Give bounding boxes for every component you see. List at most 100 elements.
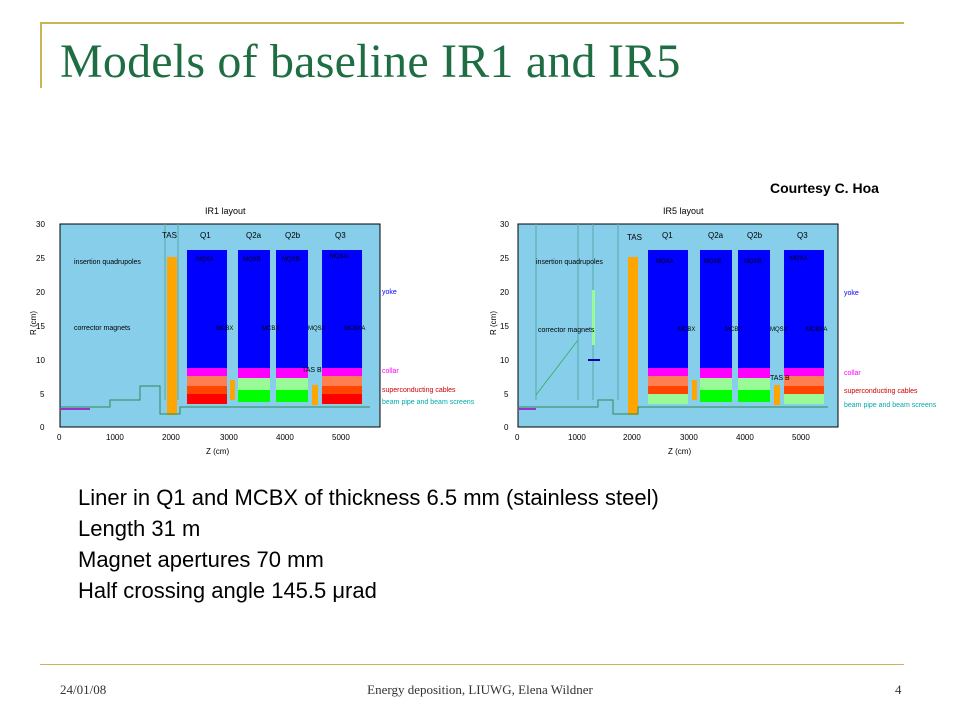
beam-pipe-line xyxy=(60,385,370,415)
q1-collar xyxy=(648,368,688,376)
label-q1: Q1 xyxy=(200,231,211,240)
corrector-line xyxy=(535,339,579,396)
x-tick: 4000 xyxy=(736,433,754,442)
label-mcbx: MCBX xyxy=(725,327,742,333)
y-tick: 30 xyxy=(36,220,45,229)
label-q3: Q3 xyxy=(335,231,346,240)
label-q2a: Q2a xyxy=(708,231,724,240)
label-tas-b: TAS B xyxy=(302,367,322,374)
corrector-bar xyxy=(592,290,595,345)
q2b-beam xyxy=(276,390,308,402)
y-axis-label: R (cm) xyxy=(489,311,498,335)
x-tick: 5000 xyxy=(792,433,810,442)
diagram-title: IR5 layout xyxy=(663,206,704,216)
y-tick: 0 xyxy=(504,423,509,432)
ir1-plot: IR1 layout TAS Q1 Q2a Q2b Q3 MQXA MQXB M… xyxy=(29,206,475,456)
ir1-layout-svg: IR1 layout TAS Q1 Q2a Q2b Q3 MQXA MQXB M… xyxy=(29,206,475,456)
bullet-list: Liner in Q1 and MCBX of thickness 6.5 mm… xyxy=(78,482,659,606)
label-mqxa: MQXA xyxy=(196,257,214,263)
q2a-collar xyxy=(700,368,732,378)
spacer-block xyxy=(230,380,235,400)
bullet-liner: Liner in Q1 and MCBX of thickness 6.5 mm… xyxy=(78,485,659,510)
legend-collar: collar xyxy=(844,370,861,377)
y-tick: 15 xyxy=(500,322,509,331)
x-tick: 5000 xyxy=(332,433,350,442)
y-axis-label: R (cm) xyxy=(30,311,38,335)
footer-page-number: 4 xyxy=(895,682,902,697)
q3-collar xyxy=(322,368,362,376)
y-tick: 0 xyxy=(40,423,45,432)
label-corrector-magnets: corrector magnets xyxy=(74,325,131,332)
y-tick: 5 xyxy=(504,390,509,399)
q3-beam xyxy=(784,394,824,404)
label-q2b: Q2b xyxy=(747,231,763,240)
label-q1: Q1 xyxy=(662,231,673,240)
bullet-crossing-angle: Half crossing angle 145.5 μrad xyxy=(78,578,377,603)
y-tick: 5 xyxy=(40,390,45,399)
label-mqxb: MQXB xyxy=(744,259,762,265)
q2a-beam xyxy=(238,390,270,402)
q2a-cables xyxy=(700,378,732,390)
label-insertion-quadrupoles: insertion quadrupoles xyxy=(536,259,603,266)
diagram-title: IR1 layout xyxy=(205,206,246,216)
q1-collar xyxy=(187,368,227,376)
label-mqxb: MQXB xyxy=(282,257,300,263)
label-mcbx: MCBX xyxy=(216,326,233,332)
bullet-length: Length 31 m xyxy=(78,516,201,541)
q3-inner xyxy=(322,394,362,404)
y-tick: 10 xyxy=(500,356,509,365)
legend-yoke: yoke xyxy=(844,290,859,297)
q2a-collar xyxy=(238,368,270,378)
footer-divider xyxy=(40,664,904,665)
x-tick: 0 xyxy=(515,433,520,442)
label-tas: TAS xyxy=(627,233,642,242)
x-tick: 4000 xyxy=(276,433,294,442)
tas-block xyxy=(628,257,638,415)
ir5-layout-svg: IR5 layout TAS Q1 Q2a Q2b Q3 MQXA MQXB M… xyxy=(489,206,937,456)
label-corrector-magnets: corrector magnets xyxy=(538,327,595,334)
q3-collar xyxy=(784,368,824,376)
label-mcbx: MCBX xyxy=(678,327,695,333)
q1-yoke xyxy=(187,250,227,368)
label-mqxa: MQXA xyxy=(790,256,808,262)
legend-cables: superconducting cables xyxy=(382,387,456,394)
spacer-block xyxy=(774,385,780,405)
q2a-beam xyxy=(700,390,732,402)
x-tick: 3000 xyxy=(680,433,698,442)
q3-cables xyxy=(322,376,362,386)
q2b-cables xyxy=(276,378,308,390)
x-axis-label: Z (cm) xyxy=(206,447,229,456)
ir1-layout-diagram: IR1 layout TAS Q1 Q2a Q2b Q3 MQXA MQXB M… xyxy=(29,200,490,475)
ir5-plot: IR5 layout TAS Q1 Q2a Q2b Q3 MQXA MQXB M… xyxy=(489,206,937,456)
q2b-collar xyxy=(738,368,770,378)
label-mqxb: MQXB xyxy=(704,259,722,265)
q2a-yoke xyxy=(238,250,270,368)
q2b-beam xyxy=(738,390,770,402)
courtesy-note: Courtesy C. Hoa xyxy=(770,180,879,196)
q3-yoke xyxy=(322,250,362,368)
x-tick: 2000 xyxy=(623,433,641,442)
label-mqsx: MQSX xyxy=(308,326,326,332)
spacer-block xyxy=(312,385,318,405)
x-tick: 3000 xyxy=(220,433,238,442)
frame-top-line xyxy=(40,22,904,24)
label-mqxa: MQXA xyxy=(330,254,348,260)
q2a-cables xyxy=(238,378,270,390)
label-mcbxa: MCBXA xyxy=(344,326,365,332)
q2b-cables xyxy=(738,378,770,390)
spacer-block xyxy=(692,380,697,400)
y-tick: 25 xyxy=(36,254,45,263)
ir5-layout-diagram: IR5 layout TAS Q1 Q2a Q2b Q3 MQXA MQXB M… xyxy=(488,200,948,475)
label-mqxa: MQXA xyxy=(656,259,674,265)
legend-beam: beam pipe and beam screens xyxy=(382,399,475,406)
legend-cables: superconducting cables xyxy=(844,388,918,395)
q2b-yoke xyxy=(738,250,770,368)
label-tas: TAS xyxy=(162,231,177,240)
x-tick: 1000 xyxy=(568,433,586,442)
label-mcbx: MCBX xyxy=(262,326,279,332)
label-mcbxa: MCBXA xyxy=(806,327,827,333)
tas-block xyxy=(167,257,177,415)
legend-collar: collar xyxy=(382,368,399,375)
q1-beam xyxy=(648,394,688,404)
y-tick: 20 xyxy=(500,288,509,297)
